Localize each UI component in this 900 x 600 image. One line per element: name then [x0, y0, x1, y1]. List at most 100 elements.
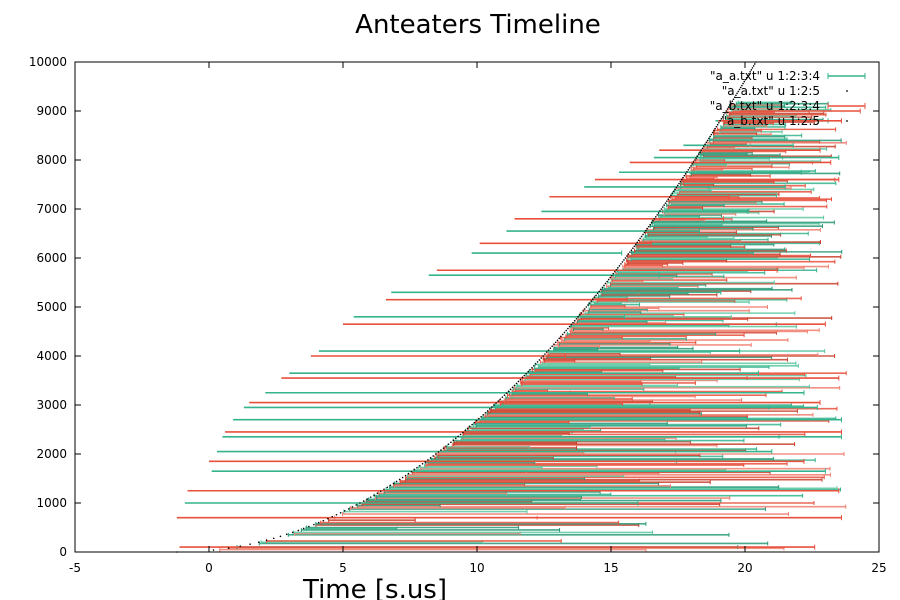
boundary-point — [558, 337, 561, 340]
boundary-point — [726, 108, 729, 110]
boundary-point — [401, 476, 404, 479]
boundary-point — [654, 216, 657, 218]
boundary-point — [529, 368, 531, 371]
boundary-point — [615, 268, 618, 271]
boundary-point — [521, 376, 524, 379]
boundary-point — [553, 343, 555, 346]
boundary-point — [649, 223, 651, 226]
boundary-point — [672, 190, 675, 193]
boundary-point — [386, 486, 389, 489]
boundary-point — [715, 125, 718, 128]
y-tick-label: 4000 — [36, 349, 67, 363]
boundary-point — [429, 457, 432, 459]
boundary-point — [687, 169, 690, 171]
boundary-point — [227, 547, 230, 549]
boundary-point — [308, 525, 310, 528]
boundary-point — [704, 143, 706, 146]
boundary-point — [580, 312, 583, 314]
boundary-point — [621, 261, 624, 263]
boundary-point — [610, 274, 613, 277]
boundary-point — [636, 241, 639, 244]
boundary-point — [676, 184, 679, 187]
boundary-point — [509, 388, 512, 391]
boundary-point — [499, 398, 502, 400]
boundary-point — [525, 372, 528, 375]
boundary-point — [722, 114, 725, 116]
boundary-point — [617, 267, 619, 269]
boundary-point — [585, 306, 588, 308]
boundary-point — [727, 106, 730, 108]
boundary-point — [694, 159, 696, 161]
boundary-point — [560, 335, 562, 338]
boundary-point — [398, 478, 401, 481]
boundary-point — [551, 345, 553, 348]
boundary-point — [583, 308, 586, 310]
boundary-point — [683, 174, 686, 177]
boundary-point — [639, 237, 641, 240]
boundary-point — [317, 521, 320, 524]
y-tick-label: 0 — [59, 545, 67, 559]
boundary-point — [392, 482, 395, 485]
boundary-point — [647, 225, 650, 228]
boundary-point — [339, 512, 342, 514]
y-tick-label: 2000 — [36, 447, 67, 461]
boundary-point — [404, 474, 407, 477]
boundary-point — [724, 112, 726, 114]
boundary-point — [630, 249, 633, 251]
boundary-point — [714, 127, 716, 130]
boundary-point — [671, 192, 674, 195]
boundary-point — [618, 265, 621, 267]
boundary-point — [633, 245, 636, 248]
boundary-point — [432, 455, 435, 457]
boundary-point — [653, 218, 656, 220]
boundary-point — [592, 298, 594, 300]
boundary-point — [604, 282, 607, 285]
boundary-point — [738, 88, 741, 91]
boundary-point — [695, 157, 697, 159]
boundary-point — [511, 386, 514, 389]
boundary-point — [335, 513, 338, 516]
boundary-point — [661, 206, 664, 208]
boundary-point — [285, 533, 288, 536]
boundary-point — [743, 80, 746, 83]
boundary-point — [507, 390, 510, 393]
boundary-point — [640, 235, 643, 238]
boundary-point — [646, 227, 649, 230]
boundary-point — [359, 502, 361, 504]
boundary-point — [732, 98, 735, 101]
boundary-point — [614, 270, 616, 273]
boundary-point — [688, 167, 691, 169]
boundary-point — [749, 71, 751, 73]
boundary-point — [752, 65, 755, 67]
boundary-point — [675, 186, 678, 189]
boundary-point — [493, 404, 495, 406]
boundary-point — [313, 523, 315, 526]
boundary-point — [664, 202, 667, 204]
boundary-point — [729, 104, 731, 106]
boundary-point — [598, 290, 601, 293]
boundary-point — [742, 82, 744, 85]
boundary-point — [601, 286, 604, 289]
boundary-point — [424, 461, 427, 463]
boundary-point — [703, 145, 705, 148]
x-tick-label: 25 — [871, 561, 886, 575]
boundary-point — [410, 470, 413, 473]
boundary-point — [666, 200, 668, 202]
boundary-point — [466, 427, 469, 430]
boundary-point — [686, 170, 688, 173]
boundary-point — [440, 449, 442, 451]
boundary-point — [607, 278, 610, 281]
boundary-point — [713, 129, 715, 132]
boundary-point — [660, 208, 663, 210]
boundary-point — [212, 549, 215, 551]
boundary-point — [626, 255, 628, 257]
boundary-point — [473, 421, 476, 424]
boundary-point — [534, 363, 537, 365]
boundary-point — [497, 400, 500, 402]
y-tick-label: 5000 — [36, 300, 67, 314]
boundary-point — [609, 276, 612, 279]
boundary-point — [708, 137, 710, 140]
boundary-point — [542, 355, 544, 357]
boundary-point — [577, 316, 579, 318]
boundary-point — [302, 527, 305, 530]
